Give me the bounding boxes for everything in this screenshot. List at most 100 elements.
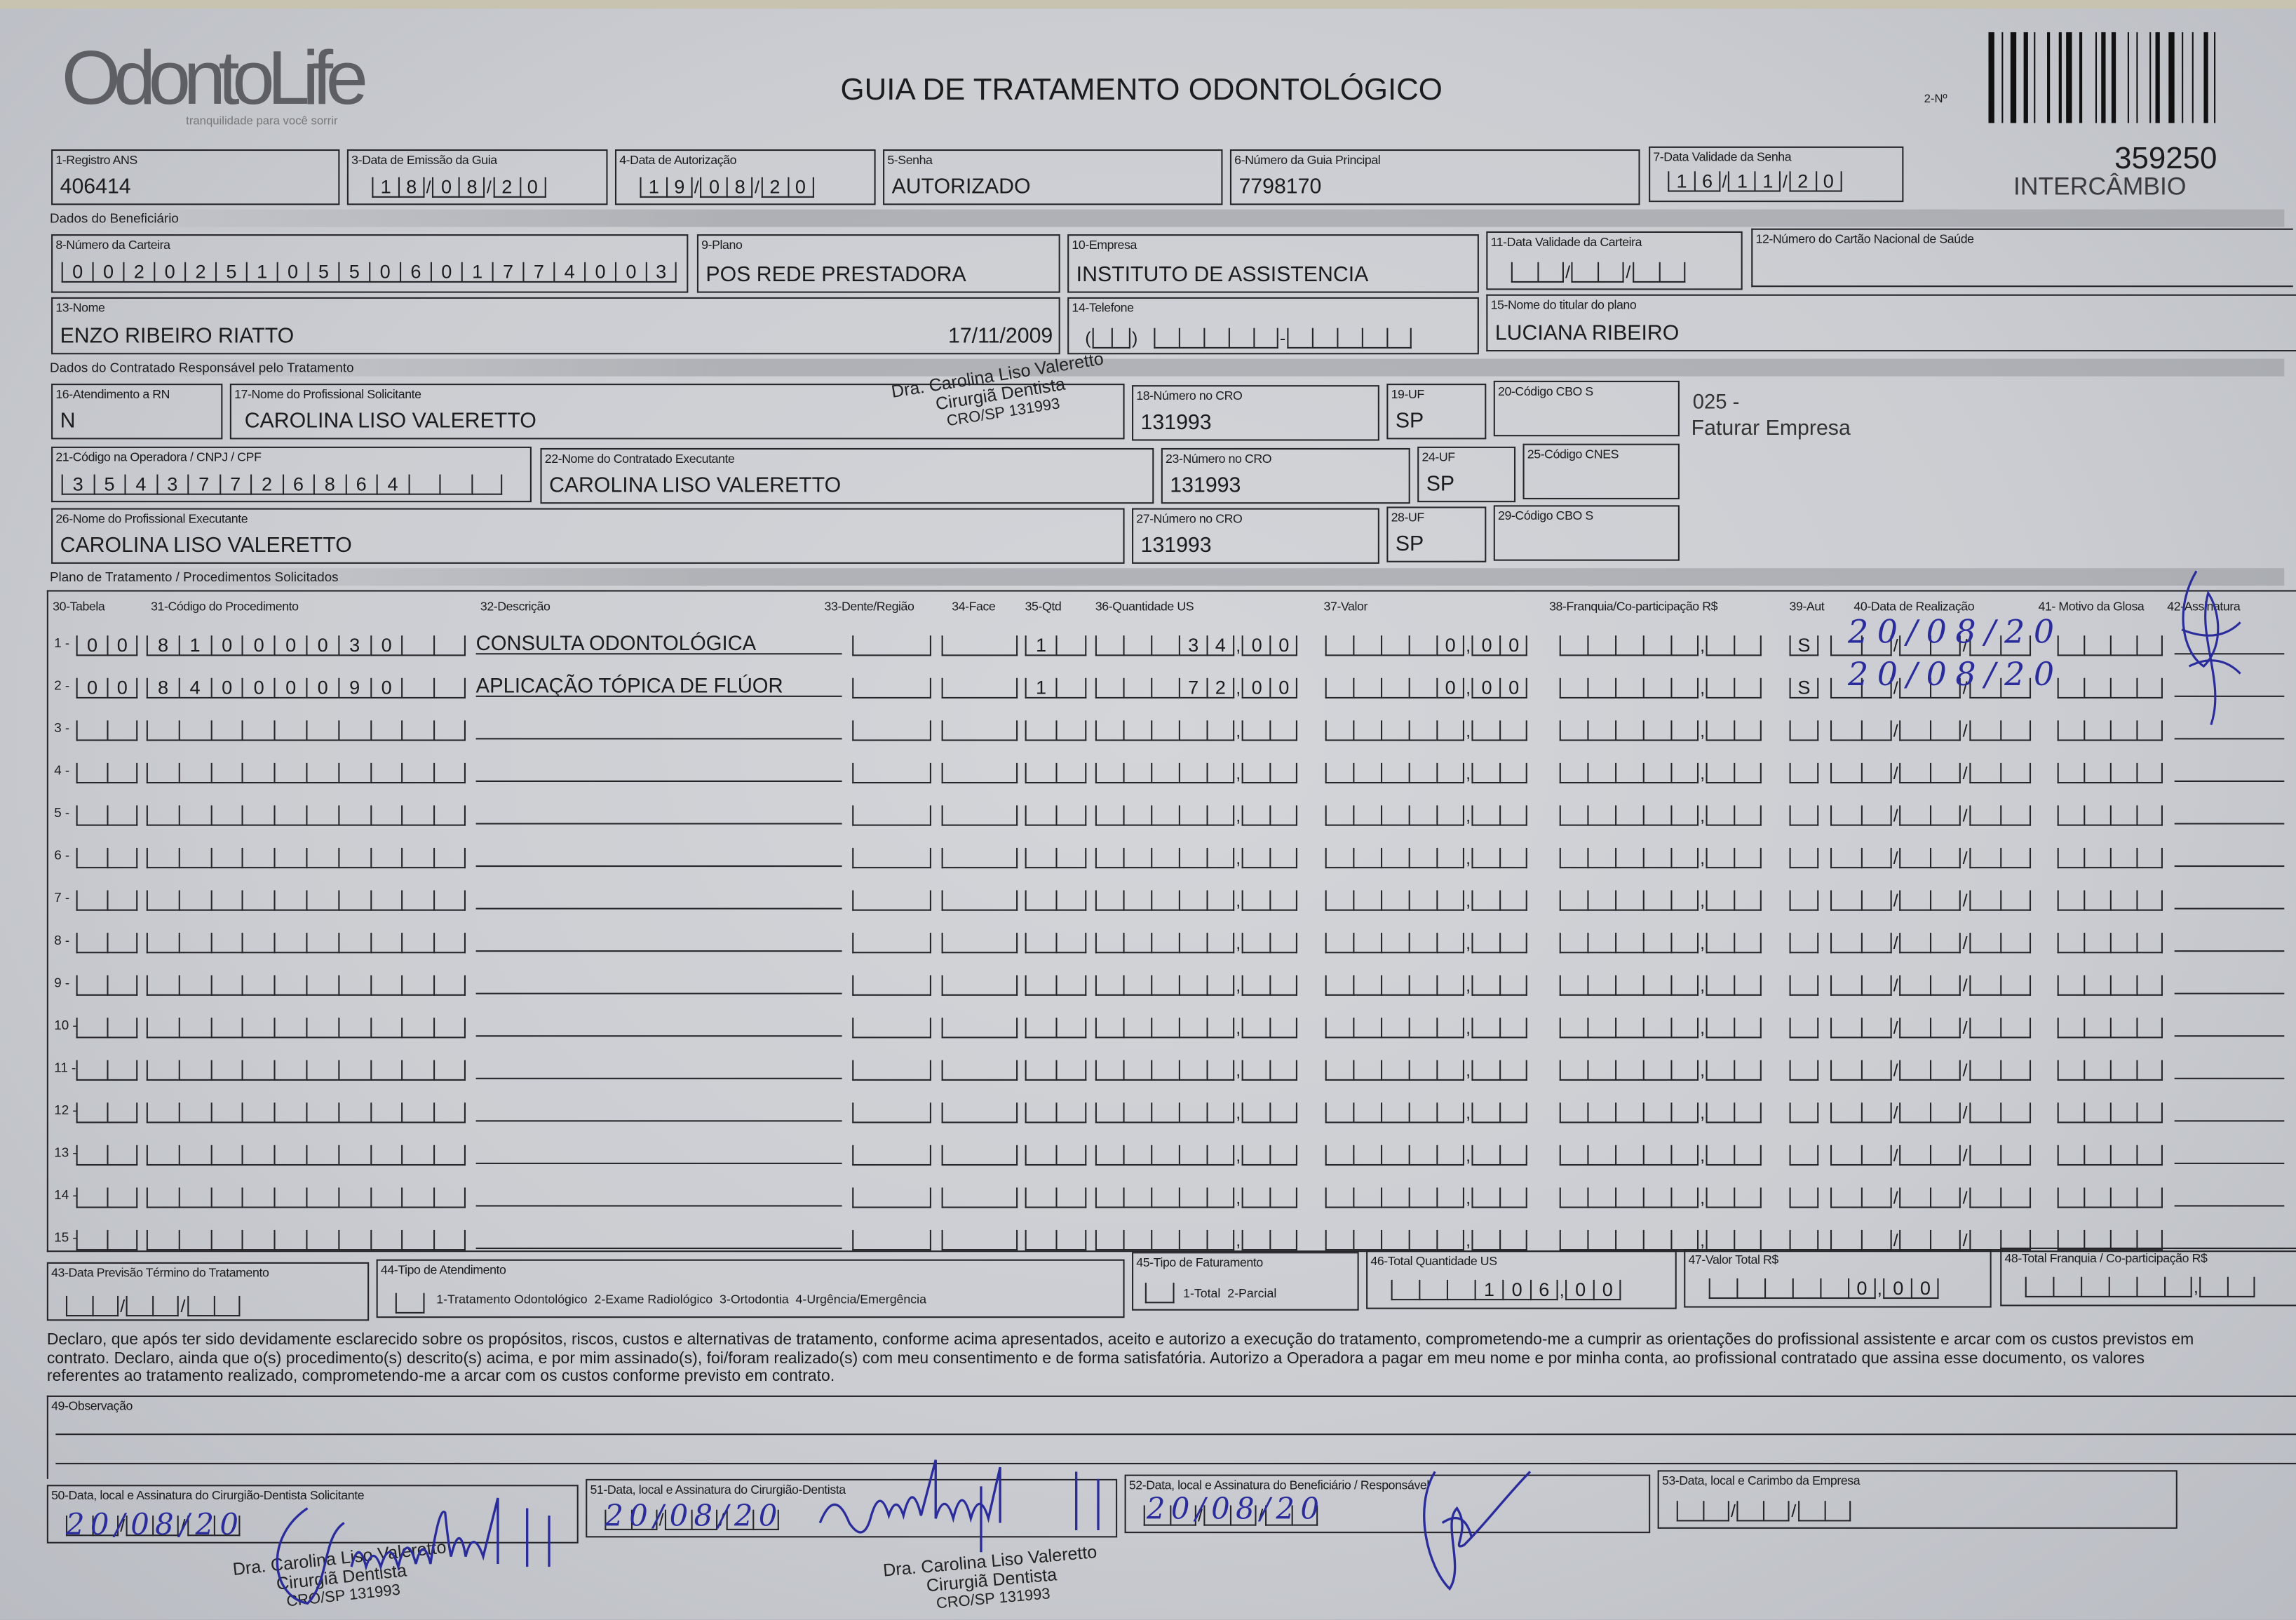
data-realizacao-cells[interactable]: / /: [1830, 1058, 2031, 1081]
dente-cells[interactable]: [852, 972, 931, 996]
data-realizacao-cells[interactable]: / /: [1830, 972, 2031, 996]
field-plano[interactable]: 9-Plano POS REDE PRESTADORA: [696, 234, 1060, 293]
assinatura-field[interactable]: [2174, 972, 2285, 994]
field-registro-ans[interactable]: 1-Registro ANS 406414: [51, 149, 340, 205]
field-total-franquia[interactable]: 48-Total Franquia / Co-participação R$,: [2000, 1247, 2296, 1307]
descricao-field[interactable]: [475, 802, 842, 825]
descricao-field[interactable]: [475, 1142, 842, 1164]
valor-cells[interactable]: ,: [1325, 930, 1528, 954]
face-cells[interactable]: [941, 1184, 1018, 1208]
glosa-cells[interactable]: [2057, 760, 2163, 784]
descricao-field[interactable]: [475, 972, 842, 994]
qtd-cells[interactable]: [1025, 972, 1087, 996]
data-realizacao-cells[interactable]: / /: [1830, 1184, 2031, 1208]
glosa-cells[interactable]: [2057, 1142, 2163, 1166]
qtd-cells[interactable]: [1025, 760, 1087, 784]
qtd-us-cells[interactable]: ,: [1095, 760, 1298, 784]
field-profissional-executante[interactable]: 26-Nome do Profissional Executante CAROLI…: [51, 508, 1125, 564]
face-cells[interactable]: [941, 845, 1018, 869]
assinatura-field[interactable]: [2174, 845, 2285, 868]
qtd-cells[interactable]: [1025, 930, 1087, 954]
glosa-cells[interactable]: [2057, 717, 2163, 741]
qtd-cells[interactable]: 1: [1025, 675, 1087, 698]
face-cells[interactable]: [941, 887, 1018, 911]
aut-cells[interactable]: [1789, 1142, 1819, 1166]
valor-cells[interactable]: ,: [1325, 845, 1528, 869]
field-valor-total[interactable]: 47-Valor Total R$ 0, 0 0: [1684, 1249, 1992, 1308]
codigo-cells[interactable]: [146, 972, 466, 996]
tabela-cells[interactable]: [76, 802, 138, 826]
franquia-cells[interactable]: ,: [1559, 1058, 1762, 1081]
franquia-cells[interactable]: ,: [1559, 887, 1762, 911]
assinatura-field[interactable]: [2174, 1142, 2285, 1164]
face-cells[interactable]: [941, 1015, 1018, 1039]
descricao-field[interactable]: [475, 887, 842, 910]
descricao-field[interactable]: [475, 1058, 842, 1079]
franquia-cells[interactable]: ,: [1559, 1184, 1762, 1208]
glosa-cells[interactable]: [2057, 1227, 2163, 1251]
dente-cells[interactable]: [852, 930, 931, 954]
valor-cells[interactable]: ,: [1325, 717, 1528, 741]
data-realizacao-cells[interactable]: / /: [1830, 760, 2031, 784]
valor-cells[interactable]: ,: [1325, 1058, 1528, 1081]
qtd-us-cells[interactable]: ,: [1095, 887, 1298, 911]
aut-cells[interactable]: S: [1789, 675, 1819, 698]
assinatura-field[interactable]: [2174, 930, 2285, 952]
field-cro-18[interactable]: 18-Número no CRO 131993: [1132, 385, 1379, 441]
data-realizacao-cells[interactable]: / /: [1830, 675, 2031, 698]
field-cnes[interactable]: 25-Código CNES: [1522, 443, 1680, 500]
valor-cells[interactable]: ,: [1325, 1184, 1528, 1208]
qtd-cells[interactable]: [1025, 1058, 1087, 1081]
field-atendimento-rn[interactable]: 16-Atendimento a RN N: [51, 384, 223, 440]
aut-cells[interactable]: [1789, 972, 1819, 996]
aut-cells[interactable]: [1789, 845, 1819, 869]
face-cells[interactable]: [941, 675, 1018, 698]
glosa-cells[interactable]: [2057, 887, 2163, 911]
assinatura-field[interactable]: [2174, 1100, 2285, 1122]
aut-cells[interactable]: S: [1789, 633, 1819, 656]
valor-cells[interactable]: ,: [1325, 972, 1528, 996]
codigo-cells[interactable]: [146, 1058, 466, 1081]
dente-cells[interactable]: [852, 802, 931, 826]
descricao-field[interactable]: [475, 1015, 842, 1037]
glosa-cells[interactable]: [2057, 1100, 2163, 1123]
field-cro-23[interactable]: 23-Número no CRO 131993: [1161, 447, 1410, 504]
tabela-cells[interactable]: [76, 972, 138, 996]
descricao-field[interactable]: [475, 1227, 842, 1250]
codigo-cells[interactable]: [146, 1142, 466, 1166]
field-validade-senha[interactable]: 7-Data Validade da Senha 1 6/1 1/2 0: [1649, 146, 1904, 203]
glosa-cells[interactable]: [2057, 1015, 2163, 1039]
dente-cells[interactable]: [852, 675, 931, 698]
field-guia-principal[interactable]: 6-Número da Guia Principal 7798170: [1229, 149, 1640, 205]
tabela-cells[interactable]: [76, 1100, 138, 1123]
field-cbo-29[interactable]: 29-Código CBO S: [1493, 505, 1680, 561]
descricao-field[interactable]: [475, 845, 842, 868]
assinatura-field[interactable]: [2174, 1227, 2285, 1250]
valor-cells[interactable]: ,: [1325, 1015, 1528, 1039]
field-telefone[interactable]: 14-Telefone () -: [1067, 297, 1479, 355]
dente-cells[interactable]: [852, 1058, 931, 1081]
field-titular-plano[interactable]: 15-Nome do titular do plano LUCIANA RIBEI…: [1486, 294, 2296, 352]
franquia-cells[interactable]: ,: [1559, 760, 1762, 784]
field-uf-28[interactable]: 28-UF SP: [1386, 506, 1487, 562]
franquia-cells[interactable]: ,: [1559, 845, 1762, 869]
glosa-cells[interactable]: [2057, 802, 2163, 826]
assinatura-field[interactable]: [2174, 675, 2285, 697]
dente-cells[interactable]: [852, 845, 931, 869]
dente-cells[interactable]: [852, 887, 931, 911]
descricao-field[interactable]: [475, 1184, 842, 1207]
field-validade-carteira[interactable]: 11-Data Validade da Carteira / /: [1486, 231, 1743, 290]
field-cbo-20[interactable]: 20-Código CBO S: [1493, 380, 1680, 437]
franquia-cells[interactable]: ,: [1559, 972, 1762, 996]
face-cells[interactable]: [941, 930, 1018, 954]
field-cartao-nacional-saude[interactable]: 12-Número do Cartão Nacional de Saúde: [1751, 228, 2293, 288]
descricao-field[interactable]: [475, 760, 842, 782]
aut-cells[interactable]: [1789, 1015, 1819, 1039]
codigo-cells[interactable]: [146, 717, 466, 741]
qtd-cells[interactable]: [1025, 1142, 1087, 1166]
franquia-cells[interactable]: ,: [1559, 675, 1762, 698]
franquia-cells[interactable]: ,: [1559, 1227, 1762, 1251]
